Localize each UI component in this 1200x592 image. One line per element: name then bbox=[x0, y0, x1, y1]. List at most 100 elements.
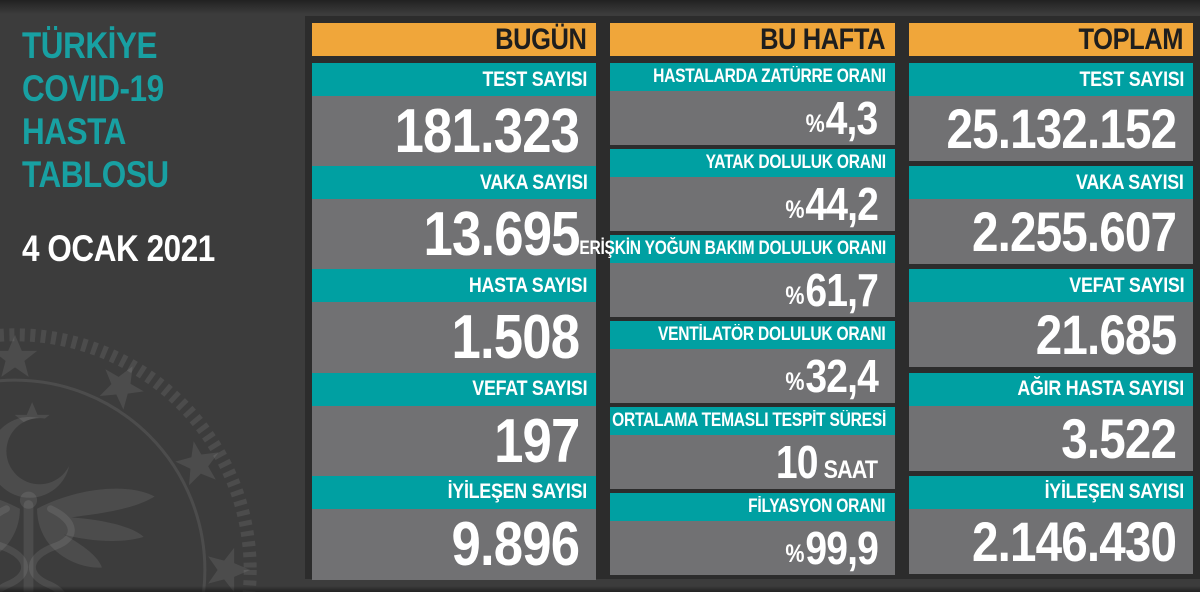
stat-label: TEST SAYISI bbox=[482, 67, 588, 91]
column-header-bu-hafta: BU HAFTA bbox=[610, 22, 895, 56]
stat-label: VENTİLATÖR DOLULUK ORANI bbox=[658, 324, 886, 345]
stat-label-bar: VENTİLATÖR DOLULUK ORANI bbox=[610, 321, 895, 349]
stat-value: 2.255.607 bbox=[971, 200, 1177, 264]
stat-value: 32,4 bbox=[804, 350, 879, 402]
column-header-label: BU HAFTA bbox=[759, 22, 885, 56]
stat-label: VEFAT SAYISI bbox=[472, 377, 588, 401]
stat-value-bar: 10 SAAT bbox=[610, 435, 895, 489]
column-header-label: BUGÜN bbox=[494, 22, 587, 56]
stat-value: 4,3 bbox=[825, 92, 879, 144]
stat-value-group: 2.255.607 bbox=[971, 199, 1177, 264]
stat-value: 1.508 bbox=[451, 303, 580, 373]
stat-label: VAKA SAYISI bbox=[1076, 170, 1184, 194]
stat-block: VAKA SAYISI 2.255.607 bbox=[908, 166, 1193, 265]
stat-value-group: %61,7 bbox=[784, 263, 879, 317]
stat-block: HASTALARDA ZATÜRRE ORANI %4,3 bbox=[610, 63, 895, 145]
stat-value-bar: 25.132.152 bbox=[908, 96, 1193, 161]
stat-value: 61,7 bbox=[804, 264, 879, 316]
stat-value-bar: 2.255.607 bbox=[908, 199, 1193, 265]
stat-label: VAKA SAYISI bbox=[479, 170, 588, 194]
stat-value-bar: %4,3 bbox=[610, 91, 895, 145]
stat-label-bar: İYİLEŞEN SAYISI bbox=[908, 475, 1193, 509]
stat-label-bar: ORTALAMA TEMASLI TESPİT SÜRESİ bbox=[610, 407, 895, 435]
stat-label: VEFAT SAYISI bbox=[1068, 273, 1184, 297]
stat-label: YATAK DOLULUK ORANI bbox=[705, 152, 886, 173]
stat-label-bar: TEST SAYISI bbox=[908, 63, 1193, 96]
stat-label-bar: VAKA SAYISI bbox=[908, 166, 1193, 200]
stat-block: VEFAT SAYISI 197 bbox=[312, 372, 597, 477]
stat-label-bar: YATAK DOLULUK ORANI bbox=[610, 149, 895, 177]
stat-value-group: %32,4 bbox=[784, 349, 879, 403]
column-header-bugun: BUGÜN bbox=[312, 22, 597, 56]
stat-label-bar: VEFAT SAYISI bbox=[312, 372, 597, 406]
stat-value-group: %4,3 bbox=[806, 91, 879, 145]
stat-block: İYİLEŞEN SAYISI 2.146.430 bbox=[908, 475, 1193, 574]
sidebar: TÜRKİYE COVID-19 HASTA TABLOSU 4 OCAK 20… bbox=[0, 0, 305, 592]
stat-block: VEFAT SAYISI 21.685 bbox=[908, 269, 1193, 368]
stat-value-bar: 21.685 bbox=[908, 302, 1193, 368]
stat-value: 25.132.152 bbox=[946, 97, 1177, 160]
stat-label: AĞIR HASTA SAYISI bbox=[1017, 377, 1184, 401]
page-title-line-3: HASTA bbox=[22, 111, 126, 152]
stat-label-bar: AĞIR HASTA SAYISI bbox=[908, 372, 1193, 406]
stat-value-bar: 181.323 bbox=[312, 96, 597, 167]
stat-label: İYİLEŞEN SAYISI bbox=[447, 480, 588, 504]
stat-label-bar: FİLYASYON ORANI bbox=[610, 493, 895, 521]
stat-block: YATAK DOLULUK ORANI %44,2 bbox=[610, 149, 895, 231]
stat-value: 99,9 bbox=[804, 522, 879, 574]
stat-label-bar: HASTALARDA ZATÜRRE ORANI bbox=[610, 63, 895, 91]
stat-label: FİLYASYON ORANI bbox=[748, 496, 886, 517]
stat-value: 2.146.430 bbox=[971, 509, 1177, 573]
stat-block: HASTA SAYISI 1.508 bbox=[312, 269, 597, 374]
stat-block: VENTİLATÖR DOLULUK ORANI %32,4 bbox=[610, 321, 895, 403]
stat-label-bar: ERİŞKİN YOĞUN BAKIM DOLULUK ORANI bbox=[579, 235, 895, 263]
stat-label: TEST SAYISI bbox=[1079, 67, 1184, 91]
stat-label: HASTALARDA ZATÜRRE ORANI bbox=[652, 66, 886, 87]
percent-sign: % bbox=[784, 368, 804, 396]
page-title-line-1: TÜRKİYE bbox=[22, 25, 158, 66]
percent-sign: % bbox=[784, 282, 804, 310]
stat-block: ORTALAMA TEMASLI TESPİT SÜRESİ 10 SAAT bbox=[610, 407, 895, 489]
stat-block: VAKA SAYISI 13.695 bbox=[312, 166, 597, 271]
stat-value-bar: %61,7 bbox=[610, 263, 895, 317]
stat-value-group: 13.695 bbox=[423, 199, 580, 270]
health-ministry-caduceus-emblem-icon bbox=[0, 325, 260, 592]
stat-value-group: 197 bbox=[493, 406, 580, 477]
stat-value-bar: 3.522 bbox=[908, 405, 1193, 471]
stat-value-group: 1.508 bbox=[452, 302, 580, 373]
stat-value-group: 2.146.430 bbox=[971, 509, 1177, 574]
stat-block: AĞIR HASTA SAYISI 3.522 bbox=[908, 372, 1193, 471]
stat-value-bar: 9.896 bbox=[312, 508, 597, 580]
stat-value-group: %99,9 bbox=[784, 521, 879, 575]
stat-value: 13.695 bbox=[423, 200, 580, 270]
column-bu-hafta: BU HAFTA HASTALARDA ZATÜRRE ORANI %4,3 YAT… bbox=[579, 16, 902, 579]
stat-value: 181.323 bbox=[394, 97, 580, 166]
column-toplam: TOPLAM TEST SAYISI 25.132.152 VAKA SAYISI 2… bbox=[901, 16, 1200, 579]
stats-columns: BUGÜN TEST SAYISI 181.323 VAKA SAYISI 13.69… bbox=[305, 16, 1200, 580]
stat-label-bar: VEFAT SAYISI bbox=[908, 269, 1193, 303]
stat-value-bar: 197 bbox=[312, 405, 597, 477]
column-rows-toplam: TEST SAYISI 25.132.152 VAKA SAYISI 2.255.60… bbox=[908, 63, 1193, 574]
stat-value-group: %44,2 bbox=[784, 177, 879, 231]
stat-value-group: 10 SAAT bbox=[776, 435, 878, 489]
report-date: 4 OCAK 2021 bbox=[22, 228, 215, 269]
percent-sign: % bbox=[784, 540, 804, 568]
stat-label: ERİŞKİN YOĞUN BAKIM DOLULUK ORANI bbox=[578, 238, 886, 259]
stat-block: TEST SAYISI 181.323 bbox=[312, 63, 597, 167]
page-title-line-4: TABLOSU bbox=[22, 154, 169, 195]
stat-value: 197 bbox=[493, 406, 580, 476]
stat-label-bar: İYİLEŞEN SAYISI bbox=[312, 475, 597, 509]
column-header-label: TOPLAM bbox=[1078, 22, 1183, 56]
stat-block: İYİLEŞEN SAYISI 9.896 bbox=[312, 475, 597, 580]
page-title-line-2: COVID-19 bbox=[22, 68, 164, 109]
stat-block: ERİŞKİN YOĞUN BAKIM DOLULUK ORANI %61,7 bbox=[579, 235, 895, 317]
stat-label: ORTALAMA TEMASLI TESPİT SÜRESİ bbox=[611, 410, 886, 431]
stat-value-group: 21.685 bbox=[1035, 302, 1176, 367]
percent-sign: % bbox=[784, 196, 804, 224]
stat-value-group: 3.522 bbox=[1061, 406, 1177, 471]
stat-value: 10 bbox=[776, 436, 819, 488]
stat-value-bar: %99,9 bbox=[610, 521, 895, 575]
stat-value-bar: %44,2 bbox=[610, 177, 895, 231]
stat-unit: SAAT bbox=[824, 456, 878, 484]
